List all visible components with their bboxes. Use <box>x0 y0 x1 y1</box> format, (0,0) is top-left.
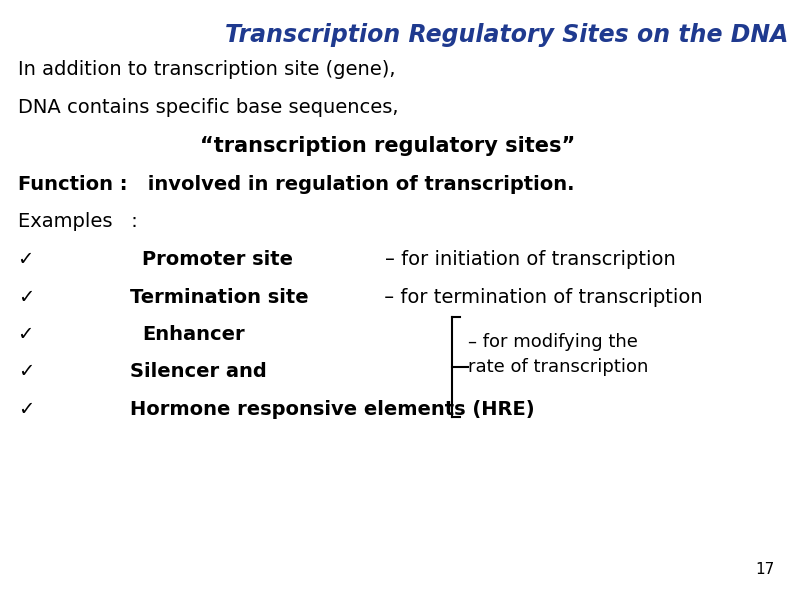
Text: – for modifying the: – for modifying the <box>468 333 638 351</box>
Text: Silencer and: Silencer and <box>129 362 266 381</box>
Text: In addition to transcription site (gene),: In addition to transcription site (gene)… <box>18 60 395 79</box>
Text: Termination site: Termination site <box>129 288 308 307</box>
Text: Promoter site: Promoter site <box>142 250 293 269</box>
Text: Enhancer: Enhancer <box>142 325 245 344</box>
Text: Function :   involved in regulation of transcription.: Function : involved in regulation of tra… <box>18 175 575 194</box>
Text: “transcription regulatory sites”: “transcription regulatory sites” <box>200 136 575 156</box>
Text: ✓: ✓ <box>18 288 34 307</box>
Text: rate of transcription: rate of transcription <box>468 358 649 376</box>
Text: – for termination of transcription: – for termination of transcription <box>378 288 703 307</box>
Text: ✓: ✓ <box>18 400 34 419</box>
Text: ✓: ✓ <box>18 362 34 381</box>
Text: ✓: ✓ <box>18 250 47 269</box>
Text: – for initiation of transcription: – for initiation of transcription <box>360 250 676 269</box>
Text: Examples   :: Examples : <box>18 212 137 231</box>
Text: ✓: ✓ <box>18 325 47 344</box>
Text: Hormone responsive elements (HRE): Hormone responsive elements (HRE) <box>129 400 534 419</box>
Text: Transcription Regulatory Sites on the DNA: Transcription Regulatory Sites on the DN… <box>225 23 788 47</box>
Text: DNA contains specific base sequences,: DNA contains specific base sequences, <box>18 98 399 117</box>
Text: 17: 17 <box>756 562 775 577</box>
